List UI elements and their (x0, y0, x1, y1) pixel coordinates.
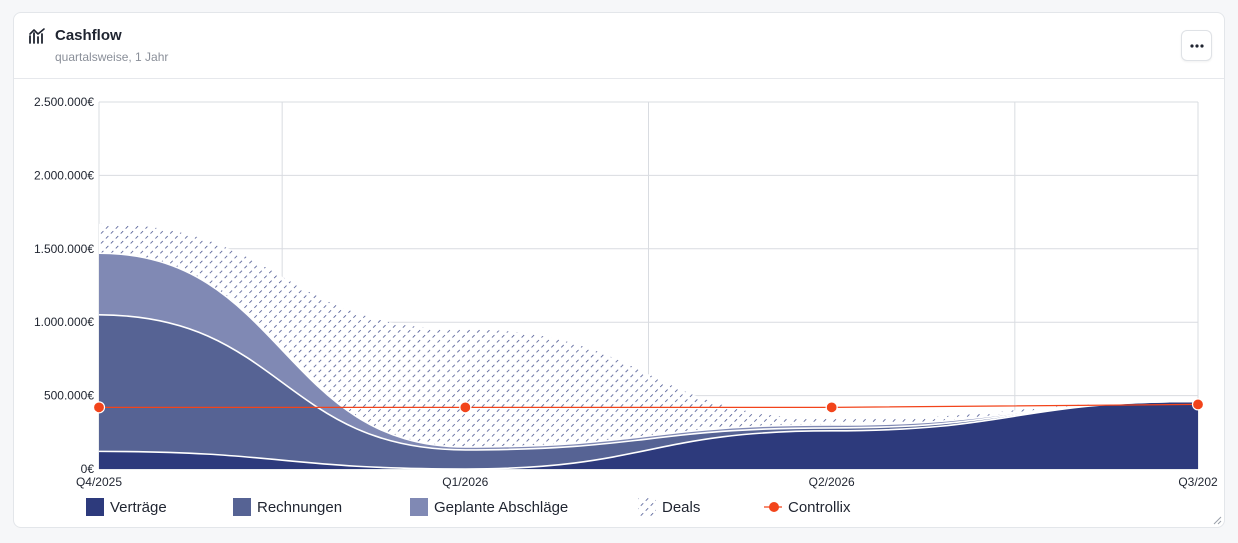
legend-label: Controllix (788, 498, 851, 516)
y-tick-label: 2.500.000€ (34, 95, 94, 109)
area-deals[interactable] (99, 223, 1198, 447)
chart-lines (92, 398, 1205, 414)
legend-item-controllix[interactable]: Controllix (764, 496, 851, 518)
legend-label: Verträge (110, 498, 167, 516)
area-boundary (98, 252, 1199, 448)
chart-legend: Verträge Rechnungen Geplante Abschläge Deal… (14, 496, 1224, 518)
area-boundary (98, 314, 1199, 451)
y-tick-label: 2.000.000€ (34, 168, 94, 182)
legend-item-deals[interactable]: Deals (638, 496, 700, 518)
area-vertr-ge[interactable] (99, 401, 1198, 469)
legend-label: Rechnungen (257, 498, 343, 516)
legend-label: Deals (662, 498, 701, 516)
line-point[interactable] (92, 401, 106, 414)
legend-swatch (233, 498, 251, 516)
legend-swatch (764, 502, 782, 512)
more-horizontal-icon (1189, 43, 1204, 48)
y-tick-label: 1.500.000€ (34, 242, 94, 256)
y-tick-label: 0€ (81, 462, 95, 476)
cashflow-card: Cashflow quartalsweise, 1 Jahr 0€ 500.000… (13, 12, 1225, 528)
legend-swatch (86, 498, 104, 516)
chart-icon (29, 28, 45, 44)
x-tick-label: Q2/2026 (809, 475, 855, 489)
y-tick-label: 1.000.000€ (34, 315, 94, 329)
y-tick-label: 500.000€ (44, 389, 94, 403)
legend-swatch (638, 498, 656, 516)
resize-handle-icon[interactable] (1212, 515, 1222, 525)
legend-item-rechnungen[interactable]: Rechnungen (233, 496, 342, 518)
x-tick-label: Q4/2025 (76, 475, 122, 489)
chart-axes: 0€ 500.000€ 1.000.000€ 1.500.000€ 2.000.000€… (34, 95, 1218, 489)
legend-swatch (410, 498, 428, 516)
legend-item-geplante-abschl-ge[interactable]: Geplante Abschläge (410, 496, 568, 518)
line-controllix[interactable] (99, 403, 1199, 408)
legend-label: Geplante Abschläge (434, 498, 569, 516)
x-tick-label: Q3/202 (1178, 475, 1218, 489)
card-title: Cashflow (55, 27, 122, 44)
area-boundary (98, 400, 1199, 470)
x-tick-label: Q1/2026 (442, 475, 488, 489)
legend-item-vertr-ge[interactable]: Verträge (86, 496, 167, 518)
cashflow-chart: 0€ 500.000€ 1.000.000€ 1.500.000€ 2.000.000€… (34, 95, 1218, 489)
more-options-button[interactable] (1181, 30, 1212, 61)
chart-areas (98, 223, 1199, 470)
line-point[interactable] (459, 401, 472, 414)
line-point[interactable] (1191, 398, 1205, 411)
card-header: Cashflow quartalsweise, 1 Jahr (14, 13, 1224, 79)
card-subtitle: quartalsweise, 1 Jahr (55, 50, 169, 64)
line-point[interactable] (825, 401, 838, 414)
